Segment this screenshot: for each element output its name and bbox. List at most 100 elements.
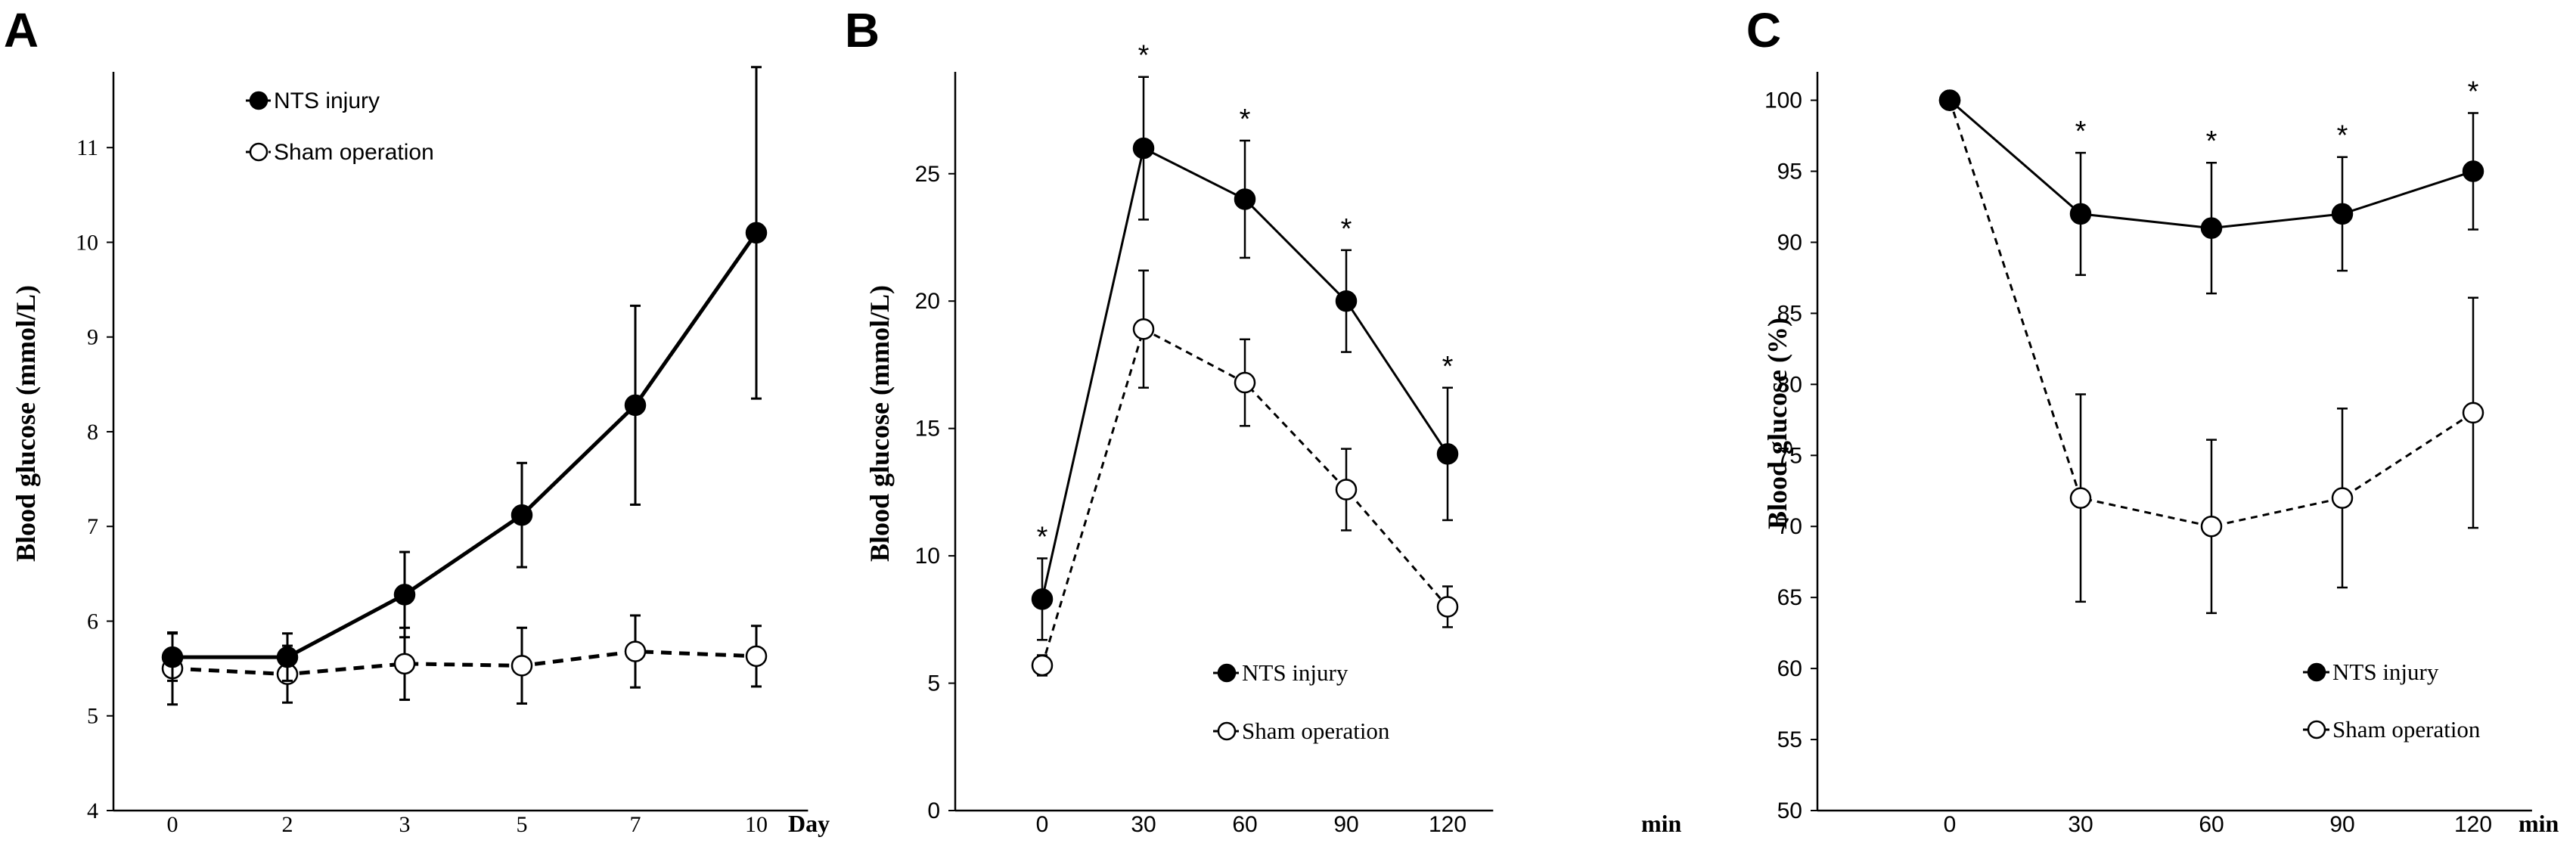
y-tick-label: 55 [1777, 727, 1802, 752]
panel-label: C [1746, 3, 1781, 57]
legend-label: NTS injury [274, 88, 380, 113]
y-tick-label: 70 [1777, 514, 1802, 539]
series-line-sham-operation [172, 650, 757, 677]
y-tick-label: 10 [76, 230, 98, 255]
y-tick-label: 65 [1777, 585, 1802, 610]
y-tick-label: 15 [915, 417, 940, 442]
x-tick-label: 7 [630, 812, 641, 837]
y-axis-title: Blood glucose (%) [1762, 318, 1792, 529]
data-point-nts-injury [2200, 217, 2223, 239]
significance-star: * [1138, 40, 1150, 72]
data-point-nts-injury [511, 504, 533, 526]
y-tick-label: 50 [1777, 798, 1802, 823]
series-line-sham-operation [1948, 100, 2474, 528]
x-tick-label: 60 [1232, 812, 1257, 837]
y-axis-title: Blood glucose (mmol/L) [864, 285, 895, 562]
y-tick-label: 90 [1777, 230, 1802, 255]
data-point-nts-injury [1031, 588, 1054, 610]
significance-star: * [2468, 76, 2479, 107]
data-point-nts-injury [745, 222, 768, 244]
data-point-sham-operation [511, 655, 533, 677]
legend-marker-nts-injury [249, 91, 268, 110]
significance-star: * [1240, 104, 1251, 135]
data-point-sham-operation [2462, 401, 2484, 424]
panel-b: B Blood glucose (mmol/L) 0 5 10 15 20 25 0 30 60 90… [845, 3, 1682, 837]
significance-star: * [1341, 213, 1352, 245]
panel-a: A Blood glucose (mmol/L) 4 5 6 7 8 9 10 11 0 2 3 5 7 10… [4, 3, 830, 837]
significance-star: * [1037, 521, 1048, 553]
x-tick-label: 60 [2199, 812, 2224, 837]
significance-star: * [2075, 116, 2087, 147]
legend-marker-nts-injury [2307, 662, 2326, 682]
data-point-sham-operation [745, 645, 768, 668]
legend-marker-sham-operation [2307, 720, 2326, 739]
data-point-nts-injury [1234, 188, 1256, 210]
x-tick-label: 30 [1131, 812, 1156, 837]
legend-marker-nts-injury [1217, 663, 1237, 683]
data-point-nts-injury [161, 646, 184, 668]
data-point-sham-operation [1132, 318, 1155, 340]
x-tick-label: 120 [2454, 812, 2492, 837]
y-tick-label: 20 [915, 289, 940, 314]
data-point-sham-operation [1031, 654, 1054, 677]
data-point-nts-injury [1436, 443, 1459, 465]
data-point-sham-operation [1335, 479, 1358, 501]
significance-star: * [1442, 351, 1454, 383]
significance-star: * [2337, 120, 2348, 152]
legend-label: Sham operation [274, 140, 434, 165]
panel-c: C Blood glucose (%) 50 55 60 65 70 75 80 85 90 95 10… [1746, 3, 2559, 837]
data-point-sham-operation [2200, 515, 2223, 538]
y-tick-label: 100 [1764, 88, 1802, 113]
y-tick-label: 5 [927, 671, 940, 696]
x-tick-label: 120 [1429, 812, 1466, 837]
x-tick-label: 5 [517, 812, 528, 837]
x-tick-label: 0 [1944, 812, 1957, 837]
legend-marker-sham-operation [249, 142, 268, 162]
y-tick-label: 85 [1777, 301, 1802, 326]
legend-marker-sham-operation [1217, 721, 1237, 741]
y-tick-label: 60 [1777, 656, 1802, 681]
y-tick-label: 25 [915, 162, 940, 187]
data-point-nts-injury [2069, 203, 2092, 225]
panel-label: B [845, 3, 880, 57]
x-tick-label: 0 [1036, 812, 1049, 837]
y-tick-label: 8 [87, 420, 98, 445]
data-point-nts-injury [276, 646, 299, 668]
series-line-nts-injury [172, 231, 759, 659]
data-point-sham-operation [624, 640, 647, 662]
data-point-nts-injury [1335, 290, 1358, 312]
y-tick-label: 75 [1777, 443, 1802, 468]
y-tick-label: 5 [87, 704, 98, 729]
y-tick-label: 11 [76, 135, 98, 160]
y-tick-label: 0 [927, 798, 940, 823]
data-point-nts-injury [393, 584, 416, 606]
x-tick-label: 0 [167, 812, 178, 837]
data-point-sham-operation [393, 653, 416, 675]
y-tick-label: 6 [87, 609, 98, 634]
legend-label: Sham operation [1242, 718, 1390, 744]
x-axis-unit: min [2519, 810, 2559, 837]
data-point-nts-injury [624, 394, 647, 417]
legend-label: Sham operation [2332, 716, 2481, 743]
x-tick-label: 90 [2329, 812, 2354, 837]
y-axis-title: Blood glucose (mmol/L) [11, 285, 41, 562]
data-point-sham-operation [1436, 596, 1459, 618]
data-point-sham-operation [2331, 487, 2354, 509]
data-point-nts-injury [2331, 203, 2354, 225]
x-tick-label: 10 [745, 812, 768, 837]
data-point-nts-injury [2462, 160, 2484, 182]
x-tick-label: 2 [282, 812, 293, 837]
x-axis-unit: min [1641, 810, 1682, 837]
data-point-sham-operation [2069, 487, 2092, 509]
y-tick-label: 7 [87, 514, 98, 539]
y-tick-label: 4 [87, 798, 98, 823]
y-tick-label: 80 [1777, 372, 1802, 397]
x-tick-label: 30 [2068, 812, 2093, 837]
significance-star: * [2206, 126, 2218, 157]
x-axis-unit: Day [788, 810, 830, 837]
x-tick-label: 90 [1333, 812, 1358, 837]
panel-label: A [4, 3, 39, 57]
data-point-sham-operation [1234, 371, 1256, 394]
legend-label: NTS injury [2332, 659, 2439, 685]
